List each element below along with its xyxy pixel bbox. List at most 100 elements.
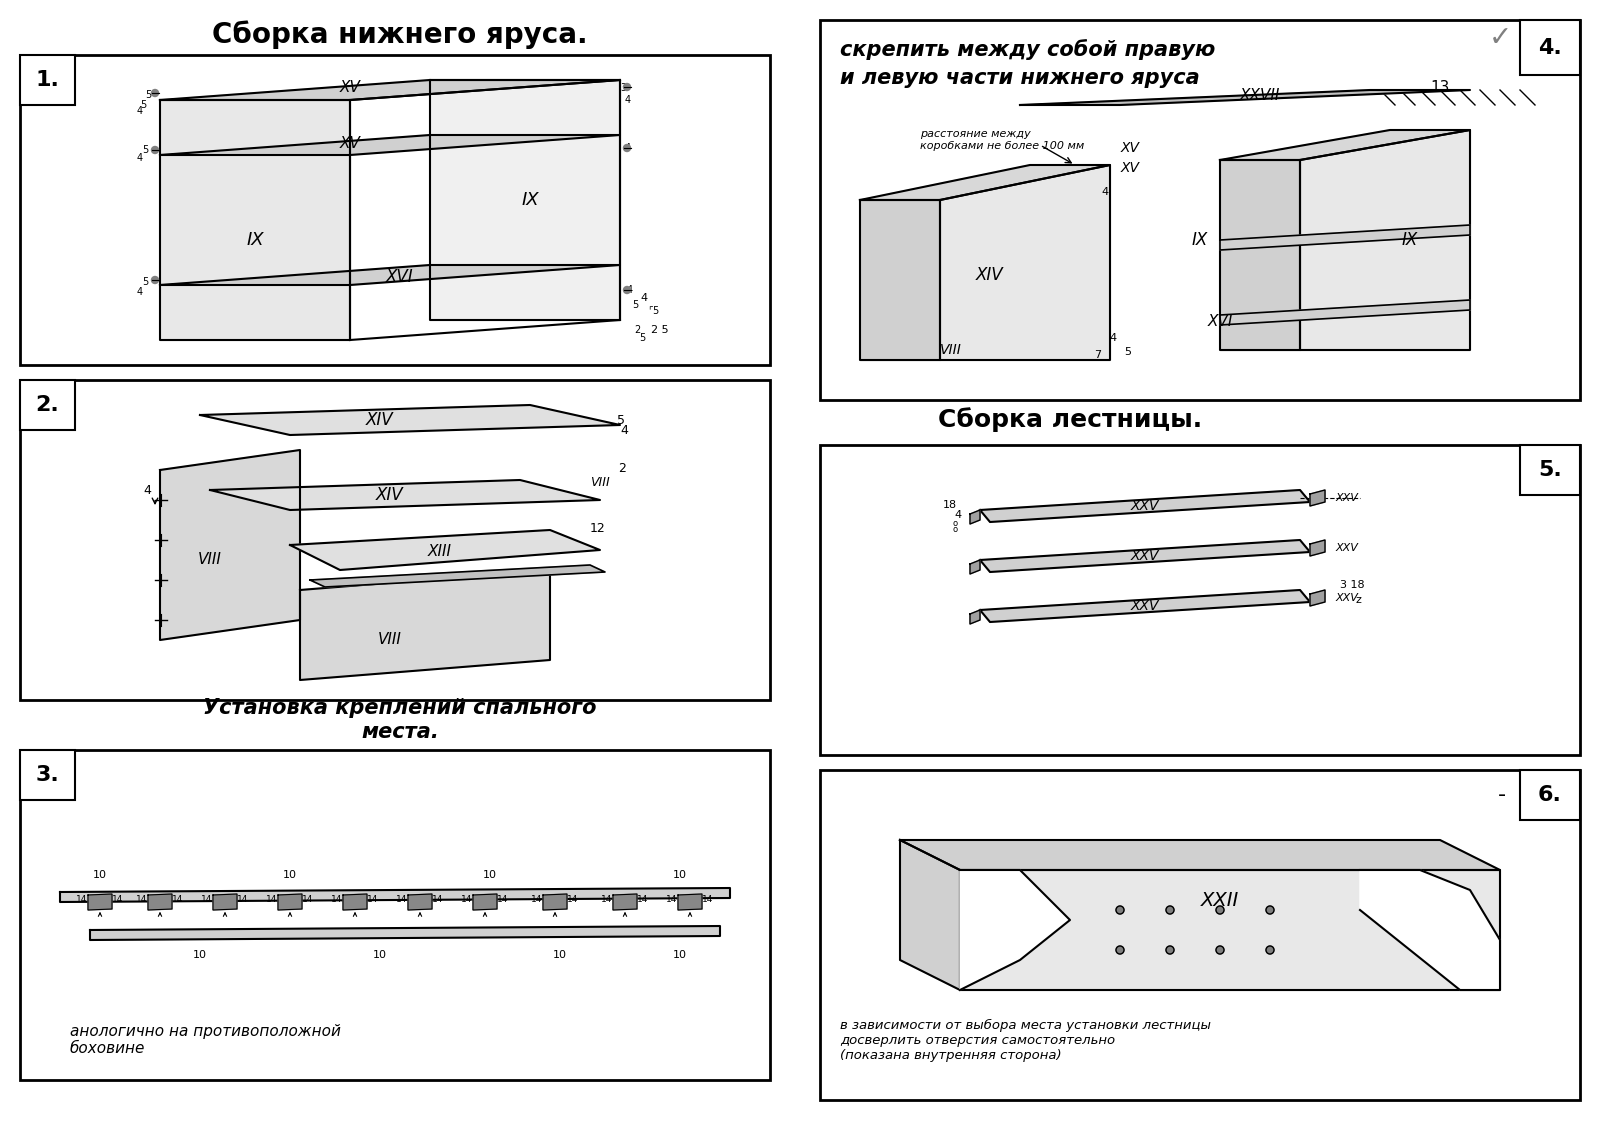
Text: VIII: VIII <box>198 553 222 568</box>
Bar <box>1520 770 1581 820</box>
Text: 14: 14 <box>331 896 342 905</box>
Text: 2.: 2. <box>35 395 59 415</box>
Bar <box>19 750 75 800</box>
Polygon shape <box>160 450 301 640</box>
Text: 5.: 5. <box>1538 460 1562 480</box>
Text: 13: 13 <box>1430 79 1450 95</box>
Text: 4: 4 <box>626 143 630 153</box>
Text: 4: 4 <box>1101 187 1109 197</box>
Circle shape <box>1166 906 1174 914</box>
Text: 14: 14 <box>136 896 147 905</box>
Text: XV: XV <box>1120 161 1139 175</box>
Text: XXV: XXV <box>1334 493 1358 503</box>
Text: 2 5: 2 5 <box>651 325 669 335</box>
Circle shape <box>152 276 158 284</box>
Text: 14: 14 <box>266 896 278 905</box>
Text: 14: 14 <box>112 896 123 905</box>
Text: Сборка нижнего яруса.: Сборка нижнего яруса. <box>213 20 587 50</box>
Bar <box>819 770 1581 1100</box>
Text: XIV: XIV <box>366 411 394 429</box>
Text: 4: 4 <box>621 423 627 437</box>
Polygon shape <box>941 165 1110 360</box>
Text: 4.: 4. <box>1538 38 1562 58</box>
Text: 14: 14 <box>432 896 443 905</box>
Text: 2: 2 <box>634 325 640 335</box>
Text: XXVII: XXVII <box>1240 88 1280 104</box>
Text: IX: IX <box>522 191 539 209</box>
Circle shape <box>1166 946 1174 955</box>
Text: 10: 10 <box>93 870 107 880</box>
Text: Установка креплений спального
места.: Установка креплений спального места. <box>203 699 597 742</box>
Text: 5: 5 <box>1125 347 1131 357</box>
Polygon shape <box>899 840 960 990</box>
Text: 14: 14 <box>77 896 88 905</box>
Polygon shape <box>960 870 1070 990</box>
Text: 14: 14 <box>568 896 579 905</box>
Text: 5: 5 <box>146 90 150 100</box>
Polygon shape <box>1221 130 1470 159</box>
Text: 3: 3 <box>619 83 626 93</box>
Text: расстояние между
коробками не более 100 мм: расстояние между коробками не более 100 … <box>920 129 1085 150</box>
Bar <box>19 380 770 700</box>
Polygon shape <box>290 530 600 570</box>
Polygon shape <box>1299 130 1470 349</box>
Polygon shape <box>861 165 1110 200</box>
Polygon shape <box>90 926 720 940</box>
Bar <box>1520 20 1581 75</box>
Text: 4: 4 <box>138 153 142 163</box>
Polygon shape <box>147 893 173 910</box>
Polygon shape <box>861 200 941 360</box>
Text: 4: 4 <box>627 285 634 295</box>
Polygon shape <box>160 80 621 100</box>
Text: IX: IX <box>246 231 264 249</box>
Polygon shape <box>979 590 1310 622</box>
Bar <box>19 55 75 105</box>
Polygon shape <box>474 893 498 910</box>
Text: 4: 4 <box>142 483 150 497</box>
Text: XVI: XVI <box>1208 314 1232 329</box>
Text: 3.: 3. <box>35 765 59 785</box>
Text: 10: 10 <box>554 950 566 960</box>
Text: 3 18: 3 18 <box>1341 580 1365 590</box>
Polygon shape <box>970 560 979 575</box>
Text: XV: XV <box>339 136 360 150</box>
Bar <box>819 444 1581 756</box>
Bar <box>19 750 770 1080</box>
Circle shape <box>624 286 630 294</box>
Text: 4: 4 <box>626 95 630 105</box>
Text: VIII: VIII <box>941 343 962 357</box>
Text: 2: 2 <box>618 461 626 475</box>
Text: 4: 4 <box>955 510 962 520</box>
Polygon shape <box>678 893 702 910</box>
Text: XXV: XXV <box>1131 549 1160 563</box>
Polygon shape <box>1310 539 1325 556</box>
Bar <box>1520 444 1581 495</box>
Text: 10: 10 <box>483 870 498 880</box>
Bar <box>819 20 1581 400</box>
Text: 10: 10 <box>194 950 206 960</box>
Circle shape <box>624 145 630 152</box>
Polygon shape <box>970 510 979 524</box>
Text: z: z <box>1355 595 1362 605</box>
Polygon shape <box>899 840 1501 870</box>
Text: XIV: XIV <box>976 266 1003 284</box>
Text: o: o <box>952 518 957 527</box>
Text: 4: 4 <box>138 287 142 297</box>
Polygon shape <box>61 888 730 903</box>
Circle shape <box>1216 906 1224 914</box>
Text: 14: 14 <box>531 896 542 905</box>
Text: XXV: XXV <box>1131 499 1160 513</box>
Text: 7: 7 <box>1094 349 1101 360</box>
Text: 5: 5 <box>139 100 146 110</box>
Text: 5: 5 <box>618 414 626 426</box>
Text: 14: 14 <box>602 896 613 905</box>
Polygon shape <box>160 135 621 155</box>
Text: анологично на противоположной
боховине: анологично на противоположной боховине <box>70 1024 341 1056</box>
Polygon shape <box>979 490 1310 523</box>
Polygon shape <box>1310 490 1325 506</box>
Polygon shape <box>542 893 566 910</box>
Text: 4: 4 <box>640 293 646 303</box>
Text: XV: XV <box>1120 141 1139 155</box>
Text: $\ulcorner$5: $\ulcorner$5 <box>648 304 659 316</box>
Text: 4: 4 <box>1109 333 1117 343</box>
